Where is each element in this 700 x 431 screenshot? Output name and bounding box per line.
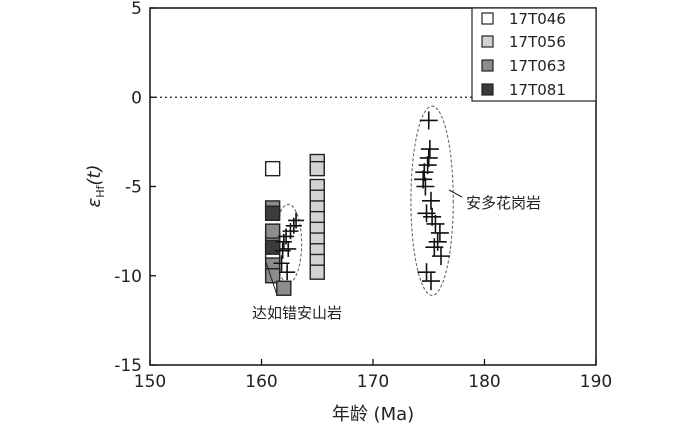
plus-marker-7 bbox=[288, 212, 305, 229]
legend-swatch-17t056 bbox=[481, 35, 494, 48]
plus-marker-4 bbox=[280, 240, 297, 257]
plus-marker-5 bbox=[414, 170, 433, 189]
y-axis-label-base: ε bbox=[84, 198, 105, 208]
legend-label-17t056: 17T056 bbox=[509, 33, 566, 51]
y-tick-label--15: -15 bbox=[114, 356, 142, 376]
tick-layer: 150 160 170 180 190 5 0 -5 -10 -15 bbox=[114, 0, 612, 392]
square-marker-layer bbox=[264, 153, 325, 296]
marker-17t063-1 bbox=[264, 223, 281, 239]
marker-17t081-0 bbox=[264, 205, 281, 221]
legend-swatch-17t081 bbox=[481, 83, 494, 96]
legend-swatch-17t046 bbox=[481, 12, 494, 25]
plus-marker-16 bbox=[421, 272, 440, 291]
y-axis-label: εHf(t) bbox=[84, 165, 107, 208]
marker-17t056-2 bbox=[309, 160, 325, 177]
x-axis-label: 年龄 (Ma) bbox=[332, 404, 414, 425]
legend: 17T046 17T056 17T063 17T081 bbox=[471, 7, 597, 102]
plus-marker-4 bbox=[415, 163, 434, 182]
y-tick-label-5: 5 bbox=[131, 0, 142, 19]
plus-marker-15 bbox=[417, 263, 436, 282]
x-tick-label-160: 160 bbox=[245, 372, 277, 392]
marker-17t046-0 bbox=[264, 160, 281, 177]
marker-17t056-11 bbox=[309, 264, 325, 280]
x-tick-label-170: 170 bbox=[357, 372, 389, 392]
plus-marker-11 bbox=[430, 223, 449, 242]
y-tick-label--10: -10 bbox=[114, 267, 142, 287]
plus-marker-9 bbox=[423, 207, 442, 226]
plus-marker-14 bbox=[432, 247, 451, 266]
andesite-annotation: 达如错安山岩 bbox=[252, 304, 342, 322]
x-tick-label-180: 180 bbox=[468, 372, 500, 392]
plus-marker-12 bbox=[428, 232, 447, 251]
plus-marker-0 bbox=[419, 111, 438, 130]
legend-swatch-17t063 bbox=[481, 59, 494, 72]
x-tick-label-150: 150 bbox=[134, 372, 166, 392]
x-tick-label-190: 190 bbox=[580, 372, 612, 392]
granite-leader-line bbox=[448, 189, 463, 198]
marker-17t063-4 bbox=[276, 280, 292, 296]
plus-marker-0 bbox=[273, 255, 290, 272]
plus-marker-7 bbox=[421, 191, 440, 210]
y-tick-label--5: -5 bbox=[125, 178, 142, 198]
y-axis-label-sub: Hf bbox=[94, 184, 107, 197]
plus-marker-2 bbox=[419, 148, 438, 167]
legend-label-17t081: 17T081 bbox=[509, 81, 566, 99]
andesite-leader-line bbox=[265, 261, 278, 296]
legend-label-17t046: 17T046 bbox=[509, 10, 566, 28]
granite-annotation: 安多花岗岩 bbox=[466, 194, 541, 212]
plus-marker-1 bbox=[420, 140, 439, 159]
plus-marker-6 bbox=[416, 177, 435, 196]
granite-ellipse bbox=[410, 105, 454, 296]
plus-marker-10 bbox=[426, 214, 445, 233]
y-tick-label-0: 0 bbox=[131, 88, 142, 108]
legend-label-17t063: 17T063 bbox=[509, 57, 566, 75]
y-axis-label-suffix: (t) bbox=[84, 165, 105, 186]
plus-marker-3 bbox=[418, 156, 437, 175]
plus-marker-layer bbox=[273, 111, 451, 291]
svg-text:εHf(t): εHf(t) bbox=[84, 165, 107, 208]
plus-marker-8 bbox=[279, 264, 296, 281]
